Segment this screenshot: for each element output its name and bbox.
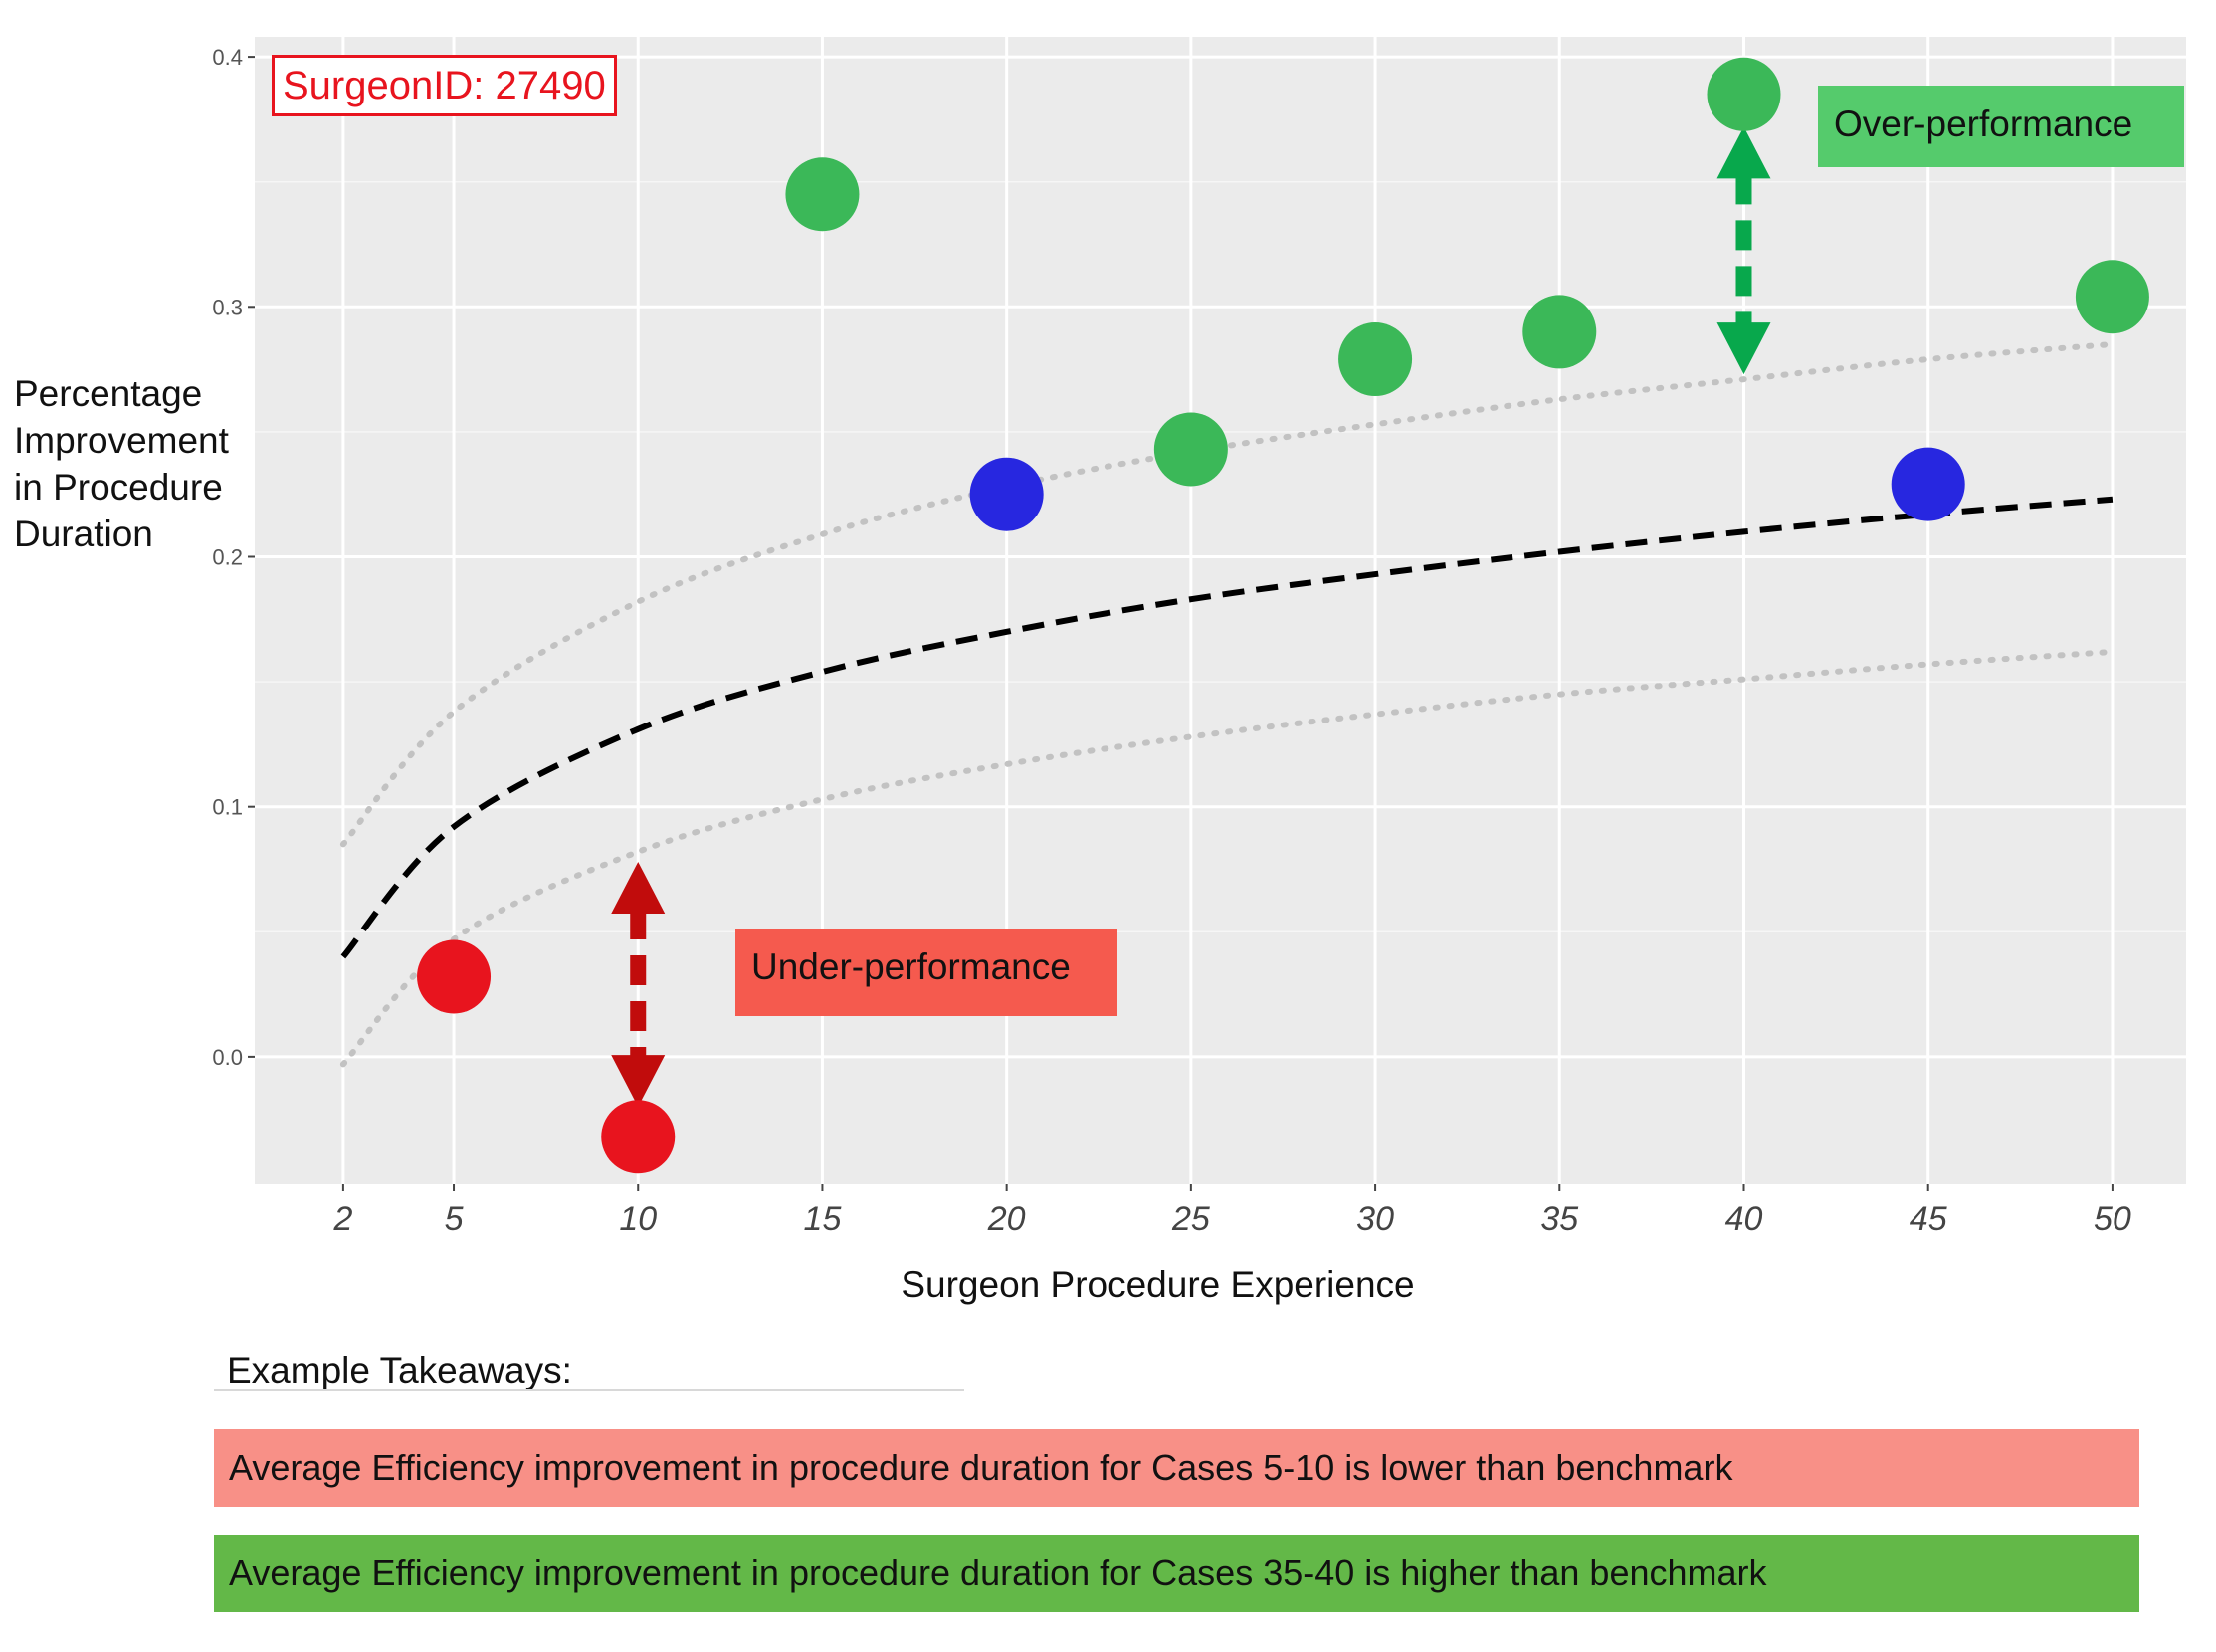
y-axis-label-line: Percentage — [14, 373, 203, 414]
x-tick-label: 10 — [619, 1200, 657, 1238]
takeaway-higher-than-benchmark: Average Efficiency improvement in proced… — [214, 1535, 2139, 1612]
x-tick-label: 50 — [2094, 1200, 2131, 1238]
x-axis-label: Surgeon Procedure Experience — [901, 1264, 1415, 1305]
y-tick-label: 0.3 — [212, 295, 243, 319]
data-point-over — [1707, 57, 1781, 131]
arrow-head-down — [1716, 322, 1771, 375]
x-tick-label: 40 — [1725, 1200, 1763, 1238]
arrows — [611, 126, 1771, 1108]
over-performance-label: Over-performance — [1818, 86, 2184, 167]
x-tick-label: 5 — [445, 1200, 464, 1238]
data-point-over — [785, 157, 860, 232]
axis-ticks: 0.00.10.20.30.42 5 10 15 20 25 30 35 40 45 50 — [212, 45, 2131, 1238]
takeaways-title: Example Takeaways: — [227, 1350, 572, 1391]
arrow-head-up — [1716, 126, 1771, 179]
x-tick-label: 2 — [332, 1200, 352, 1238]
y-tick-label: 0.1 — [212, 795, 243, 820]
under-performance-label: Under-performance — [735, 929, 1117, 1016]
arrow-head-up — [611, 861, 666, 914]
data-point-over — [2075, 260, 2149, 334]
y-axis-label-line: Improvement — [14, 420, 229, 461]
y-axis-label-line: Duration — [14, 514, 153, 554]
benchmark-line — [340, 496, 2114, 959]
takeaways-divider — [214, 1389, 964, 1391]
y-tick-label: 0.4 — [212, 45, 243, 70]
x-tick-label: 25 — [1171, 1200, 1210, 1238]
under-performance-arrow — [611, 861, 666, 1108]
data-point-within — [969, 457, 1044, 531]
y-axis-label-line: in Procedure — [14, 467, 223, 508]
y-axis-label: Percentage Improvement in Procedure Dura… — [14, 370, 229, 557]
lower-band-line — [339, 648, 2115, 1068]
benchmark-curve — [340, 496, 2114, 959]
data-point-under — [417, 939, 492, 1014]
x-tick-label: 45 — [1910, 1200, 1947, 1238]
plot-background — [255, 37, 2186, 1184]
data-point-over — [1522, 295, 1597, 369]
over-performance-arrow — [1716, 126, 1771, 375]
data-point-under — [601, 1100, 676, 1174]
x-tick-label: 35 — [1540, 1200, 1578, 1238]
surgeon-id-tag: SurgeonID: 27490 — [272, 55, 617, 116]
y-tick-label: 0.0 — [212, 1045, 243, 1070]
data-point-over — [1338, 322, 1413, 397]
y-tick-label: 0.2 — [212, 544, 243, 569]
data-point-over — [1153, 412, 1228, 487]
x-tick-label: 15 — [804, 1200, 842, 1238]
x-tick-label: 30 — [1356, 1200, 1394, 1238]
arrow-head-down — [611, 1055, 666, 1108]
x-tick-label: 20 — [987, 1200, 1026, 1238]
data-points — [417, 57, 2149, 1174]
data-point-within — [1891, 447, 1965, 521]
takeaway-lower-than-benchmark: Average Efficiency improvement in proced… — [214, 1429, 2139, 1507]
